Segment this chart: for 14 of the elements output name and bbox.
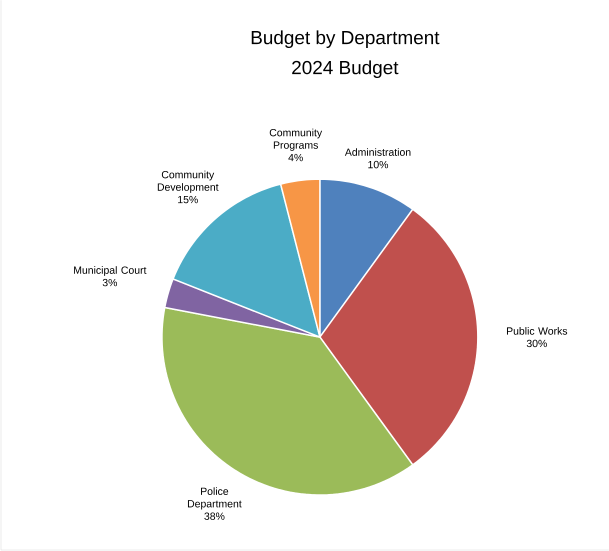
data-label: 15%	[178, 196, 198, 204]
data-label: 3%	[102, 278, 118, 286]
slice-label: Community Development	[158, 170, 218, 193]
slice-label: Community Programs	[270, 128, 322, 151]
chart-title: Budget by Department	[252, 30, 440, 48]
chart-subtitle: 2024 Budget	[292, 60, 398, 78]
slice-label: Public Works	[506, 327, 568, 335]
slice-label: Municipal Court	[74, 266, 146, 276]
slice-label: Police Department	[188, 487, 242, 510]
slice-label: Administration	[344, 148, 410, 156]
data-label: 30%	[526, 340, 547, 348]
data-label: 38%	[204, 512, 225, 520]
data-label: 4%	[288, 154, 303, 162]
data-label: 10%	[368, 160, 388, 168]
